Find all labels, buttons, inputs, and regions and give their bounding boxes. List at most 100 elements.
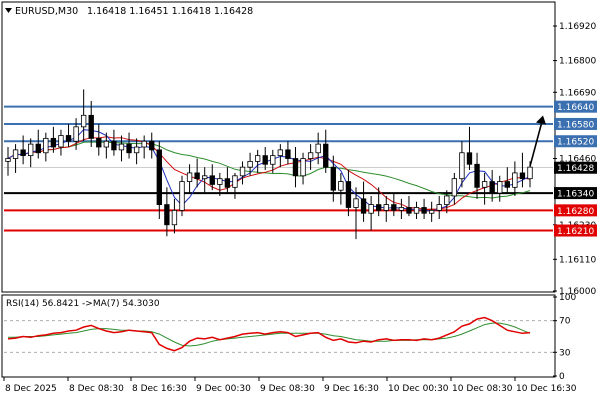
level-label-bg: [554, 204, 597, 217]
ohlc-readout: 1.16418 1.16451 1.16418 1.16428: [87, 6, 253, 17]
candle: [209, 164, 215, 191]
candle-body-bull: [141, 140, 147, 148]
candle: [489, 170, 495, 202]
candle: [262, 147, 268, 171]
candle: [171, 198, 178, 234]
candle: [73, 118, 79, 150]
rsi-ma-line: [8, 322, 531, 347]
candle: [398, 198, 405, 219]
rsi-label: RSI(14) 56.8421 ->MA(7) 54.3030: [6, 299, 160, 309]
level-label: 1.16520: [557, 138, 594, 148]
y-tick-label: 1.16000: [559, 287, 596, 297]
candle-body-bear: [194, 172, 200, 180]
y-tick-label: 1.16690: [559, 88, 596, 98]
candle-body-bull: [58, 135, 64, 148]
candle-body-bear: [126, 143, 132, 154]
candle-body-bull: [338, 181, 344, 191]
candle-body-bull: [300, 158, 306, 177]
candle: [58, 129, 64, 156]
candle-body-bull: [451, 178, 458, 197]
candle: [466, 126, 473, 171]
candle: [111, 129, 117, 156]
candle: [353, 187, 359, 240]
candle-body-bull: [436, 204, 442, 211]
candle: [300, 152, 306, 185]
candle-body-bull: [118, 143, 125, 151]
rsi-tick-label: 100: [559, 293, 576, 303]
candle: [481, 172, 488, 205]
candle-body-bear: [489, 181, 495, 194]
x-tick-label: 10 Dec 08:30: [452, 384, 513, 394]
candle: [141, 135, 147, 159]
candle: [96, 123, 102, 156]
ma-medium-line: [7, 136, 531, 210]
candle: [247, 152, 253, 176]
candle-body-bull: [247, 160, 253, 168]
candle: [149, 132, 155, 159]
candle: [232, 172, 238, 199]
candle: [368, 195, 374, 231]
candle: [451, 172, 458, 205]
level-label: 1.16640: [557, 103, 594, 113]
candle-body-bull: [232, 175, 238, 188]
dropdown-triangle-icon[interactable]: [5, 8, 12, 13]
candle-body-bull: [277, 149, 284, 157]
candle-body-bull: [73, 126, 79, 142]
candle-body-bear: [50, 137, 57, 148]
candle: [50, 126, 57, 153]
x-tick-label: 9 Dec 16:30: [324, 384, 379, 394]
candle-body-bear: [149, 140, 155, 151]
candle-body-bear: [156, 149, 162, 206]
candle: [186, 164, 193, 194]
candle: [360, 181, 367, 222]
candle: [376, 187, 382, 217]
level-label: 1.16580: [557, 120, 594, 130]
candle: [436, 195, 442, 219]
candle: [65, 123, 72, 147]
candle-body-bull: [270, 155, 276, 165]
rsi-tick-label: 30: [559, 348, 571, 358]
candle: [391, 193, 397, 217]
candle-body-bull: [512, 172, 518, 188]
candle: [413, 201, 420, 219]
candle-body-bear: [406, 207, 412, 214]
candle-body-bear: [360, 198, 367, 214]
x-tick-label: 8 Dec 08:30: [69, 384, 124, 394]
candle-body-bear: [65, 135, 72, 142]
candle: [88, 100, 94, 147]
candle-body-bull: [217, 178, 223, 185]
x-tick-label: 8 Dec 16:30: [132, 384, 187, 394]
rsi-tick-label: 0: [559, 372, 565, 382]
candle: [156, 141, 162, 219]
candle-body-bull: [239, 166, 246, 177]
candle-body-bull: [413, 207, 420, 214]
candle-body-bear: [88, 114, 94, 139]
candle-body-bull: [5, 158, 11, 162]
candle: [179, 175, 185, 217]
candle-body-bear: [96, 137, 102, 148]
y-tick-label: 1.16460: [559, 155, 596, 165]
candle-body-bull: [307, 152, 314, 159]
symbol-label: EURUSD,M30: [15, 6, 78, 17]
candle-body-bull: [133, 146, 140, 154]
current-price-label: 1.16428: [557, 164, 594, 174]
candle-body-bull: [80, 114, 87, 128]
level-label: 1.16210: [557, 227, 594, 237]
y-tick-label: 1.16920: [559, 22, 596, 32]
candle: [270, 149, 276, 173]
x-tick-label: 8 Dec 2025: [5, 384, 57, 394]
y-tick-label: 1.16800: [559, 57, 596, 67]
candle-body-bear: [285, 149, 291, 159]
candle: [338, 172, 344, 205]
candle-body-bull: [497, 181, 503, 194]
candle-body-bull: [444, 195, 450, 206]
level-label-bg: [554, 100, 597, 113]
candle: [254, 149, 261, 173]
candle-body-bull: [254, 155, 261, 162]
candle-body-bear: [474, 163, 480, 188]
candle-body-bull: [43, 137, 49, 154]
candle: [133, 138, 140, 165]
x-tick-label: 9 Dec 08:30: [260, 384, 315, 394]
candle-body-bear: [323, 143, 329, 168]
